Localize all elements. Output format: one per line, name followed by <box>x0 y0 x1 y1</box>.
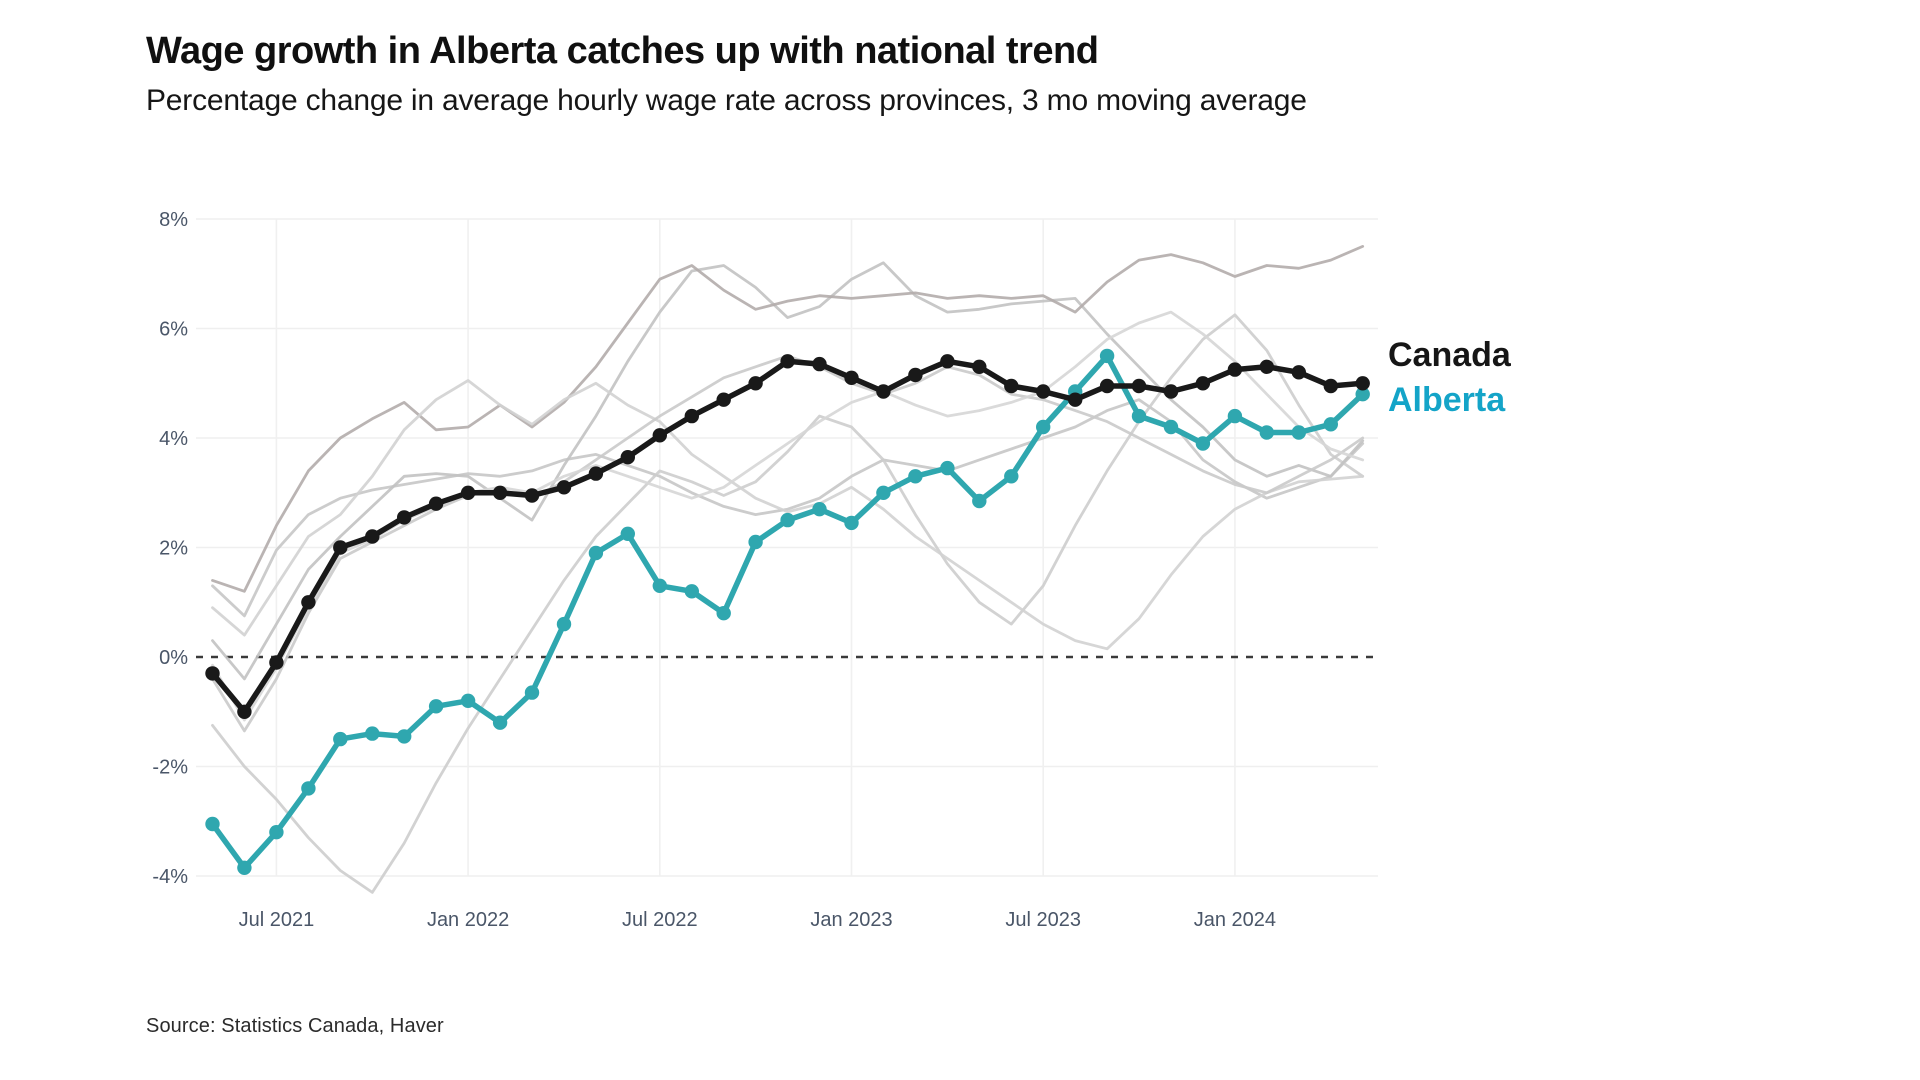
canada-series-label: Canada <box>1388 336 1511 374</box>
x-axis-tick-label: Jan 2022 <box>427 909 509 931</box>
y-axis-tick-label: 0% <box>159 647 188 669</box>
province-line <box>211 261 1365 681</box>
y-axis: 8% 6% 4% 2% 0% -2% -4% <box>152 209 188 888</box>
province-line <box>211 398 1365 618</box>
y-axis-tick-label: -4% <box>152 866 188 888</box>
y-axis-tick-label: 6% <box>159 319 188 341</box>
x-axis-tick-label: Jan 2023 <box>810 909 892 931</box>
y-axis-tick-label: 2% <box>159 538 188 560</box>
y-axis-tick-label: -2% <box>152 757 188 779</box>
chart-subtitle: Percentage change in average hourly wage… <box>146 83 1307 117</box>
gridlines <box>196 218 1378 877</box>
alberta-series-label: Alberta <box>1388 381 1506 419</box>
y-axis-tick-label: 4% <box>159 428 188 450</box>
alberta-line <box>205 348 1370 875</box>
source-note: Source: Statistics Canada, Haver <box>146 1015 444 1037</box>
x-axis-tick-label: Jul 2023 <box>1005 909 1081 931</box>
x-axis-tick-label: Jan 2024 <box>1194 909 1276 931</box>
canada-line <box>205 354 1370 719</box>
province-line <box>211 379 1365 651</box>
x-axis-tick-label: Jul 2022 <box>622 909 698 931</box>
province-line <box>211 313 1365 894</box>
chart-title: Wage growth in Alberta catches up with n… <box>146 30 1099 72</box>
x-axis-tick-label: Jul 2021 <box>239 909 315 931</box>
province-line <box>211 244 1365 593</box>
x-axis: Jul 2021 Jan 2022 Jul 2022 Jan 2023 Jul 2023… <box>239 909 1276 931</box>
y-axis-tick-label: 8% <box>159 209 188 231</box>
chart-header: Wage growth in Alberta catches up with n… <box>146 30 1746 118</box>
